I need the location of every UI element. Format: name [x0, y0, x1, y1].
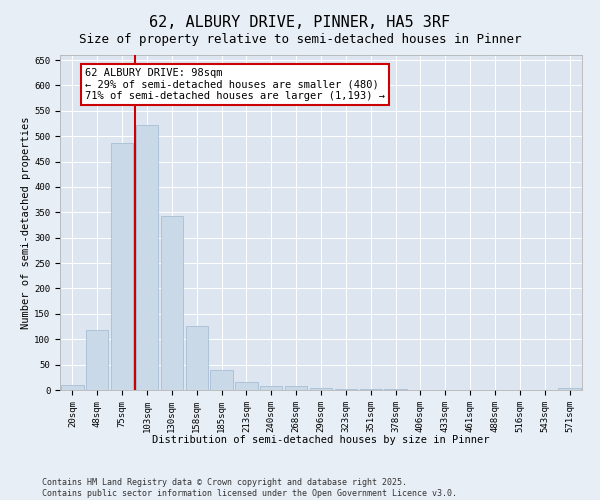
- Bar: [211, 370, 233, 390]
- Y-axis label: Number of semi-detached properties: Number of semi-detached properties: [22, 116, 31, 329]
- Bar: [260, 386, 283, 390]
- Bar: [559, 388, 581, 390]
- Bar: [335, 389, 357, 390]
- Text: 62, ALBURY DRIVE, PINNER, HA5 3RF: 62, ALBURY DRIVE, PINNER, HA5 3RF: [149, 15, 451, 30]
- Bar: [161, 216, 183, 390]
- Bar: [111, 143, 133, 390]
- Bar: [136, 125, 158, 390]
- Bar: [235, 382, 257, 390]
- X-axis label: Distribution of semi-detached houses by size in Pinner: Distribution of semi-detached houses by …: [152, 435, 490, 445]
- Bar: [86, 330, 109, 390]
- Text: 62 ALBURY DRIVE: 98sqm
← 29% of semi-detached houses are smaller (480)
71% of se: 62 ALBURY DRIVE: 98sqm ← 29% of semi-det…: [85, 68, 385, 101]
- Bar: [285, 386, 307, 390]
- Bar: [310, 388, 332, 390]
- Bar: [61, 385, 83, 390]
- Bar: [185, 326, 208, 390]
- Text: Contains HM Land Registry data © Crown copyright and database right 2025.
Contai: Contains HM Land Registry data © Crown c…: [42, 478, 457, 498]
- Text: Size of property relative to semi-detached houses in Pinner: Size of property relative to semi-detach…: [79, 32, 521, 46]
